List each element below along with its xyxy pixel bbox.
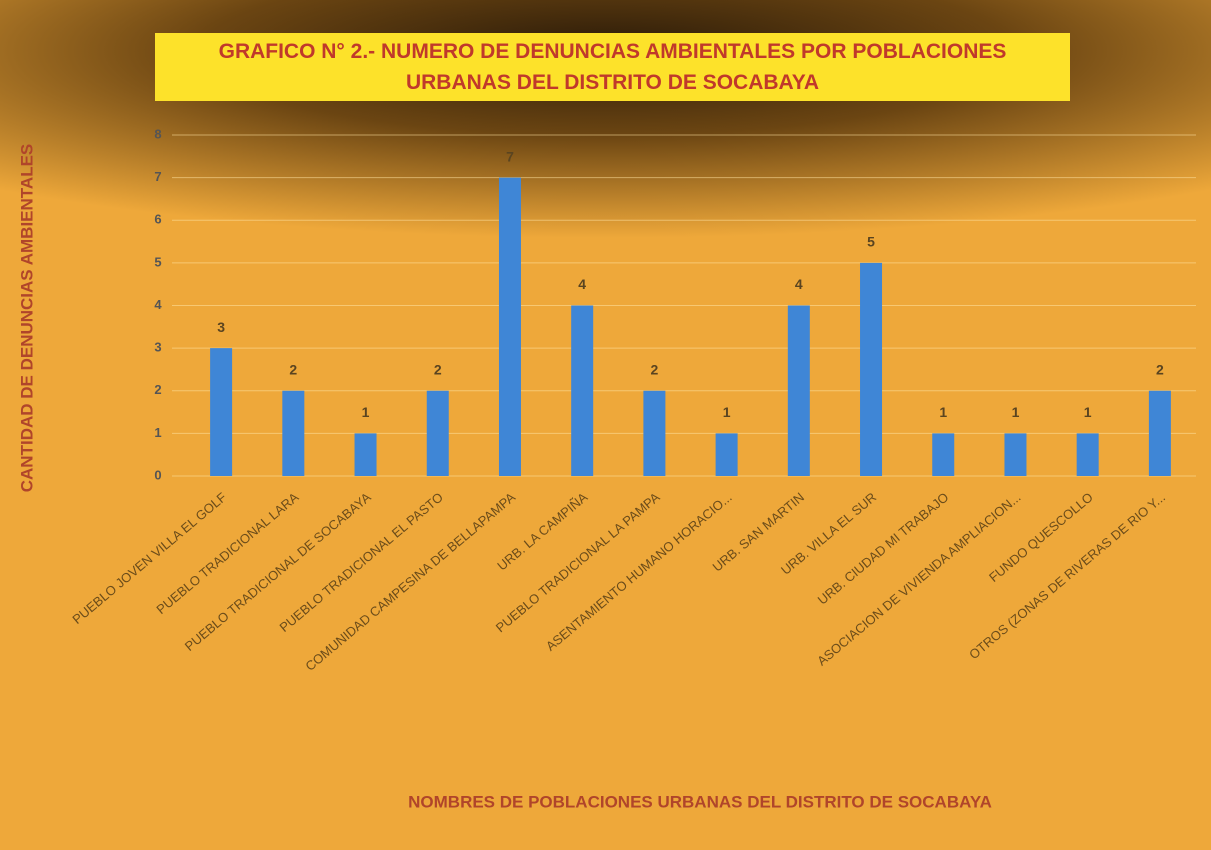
bar [932,433,955,476]
x-tick-label: PUEBLO TRADICIONAL LARA [153,489,301,617]
value-label: 1 [1084,404,1092,420]
y-axis-title: CANTIDAD DE DENUNCIAS AMBIENTALES [17,144,36,493]
value-label: 4 [795,276,803,292]
y-tick-label: 4 [154,297,162,312]
value-label: 1 [1012,404,1020,420]
bar [1148,390,1171,476]
value-label: 1 [939,404,947,420]
bar [715,433,738,476]
bar [643,390,666,476]
value-label: 7 [506,148,514,164]
bar [1076,433,1099,476]
y-tick-label: 1 [154,425,161,440]
value-label: 2 [434,361,442,377]
value-label: 2 [650,361,658,377]
value-label: 4 [578,276,586,292]
bar [282,390,305,476]
value-label: 2 [289,361,297,377]
y-tick-label: 6 [154,212,161,227]
value-label: 5 [867,234,875,250]
bar [787,305,810,476]
bar [498,177,521,476]
bar [210,348,233,476]
chart-title: GRAFICO N° 2.- NUMERO DE DENUNCIAS AMBIE… [155,33,1070,101]
x-tick-label: PUEBLO JOVEN VILLA EL GOLF [69,489,229,627]
bar [860,262,883,476]
bar [426,390,449,476]
y-tick-label: 8 [154,126,161,141]
y-tick-label: 7 [154,169,161,184]
x-axis-title: NOMBRES DE POBLACIONES URBANAS DEL DISTR… [408,792,992,811]
y-tick-label: 5 [154,254,161,269]
value-label: 1 [723,404,731,420]
y-tick-label: 3 [154,340,161,355]
value-label: 2 [1156,361,1164,377]
value-label: 1 [362,404,370,420]
x-tick-label: URB. CIUDAD MI TRABAJO [815,489,952,607]
y-tick-label: 2 [154,382,161,397]
value-label: 3 [217,319,225,335]
y-tick-label: 0 [154,467,161,482]
bar [1004,433,1027,476]
bar [571,305,594,476]
bar [354,433,377,476]
